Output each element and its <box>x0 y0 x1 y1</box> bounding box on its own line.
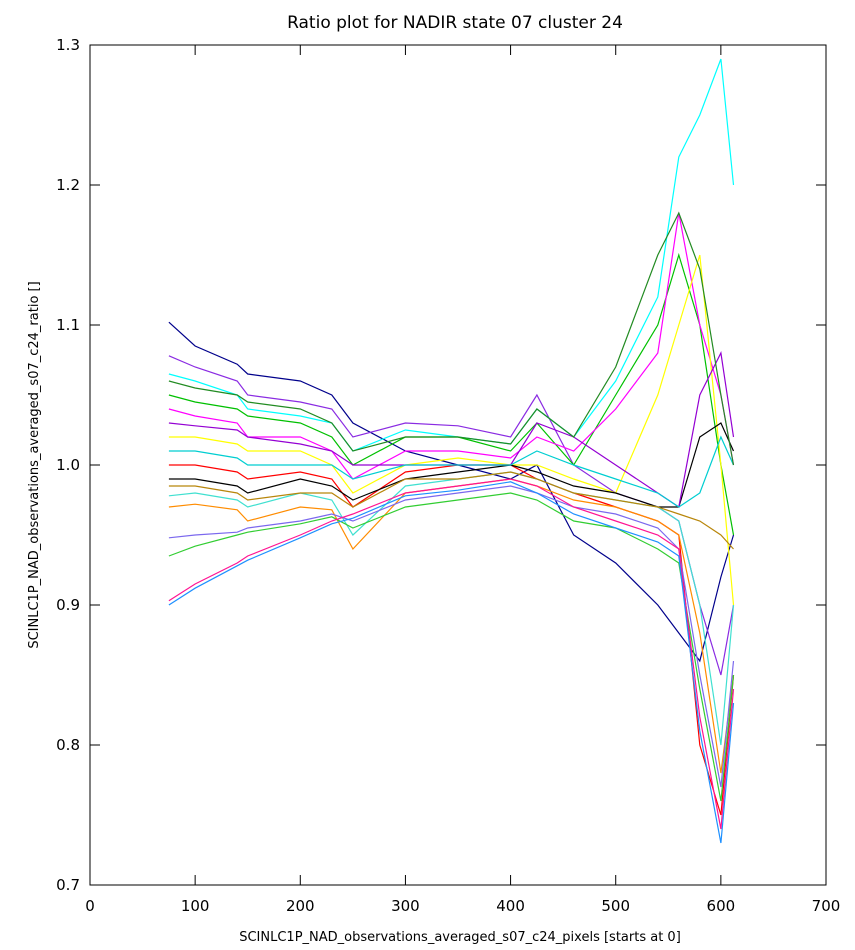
x-tick-label: 300 <box>391 897 420 915</box>
series-line-2 <box>168 355 735 676</box>
series-line-14 <box>168 481 735 844</box>
x-tick-label: 500 <box>601 897 630 915</box>
x-tick-label: 0 <box>85 897 95 915</box>
series-line-10 <box>168 478 735 774</box>
x-tick-label: 700 <box>812 897 841 915</box>
x-tick-label: 200 <box>286 897 315 915</box>
y-tick-label: 0.9 <box>56 596 80 614</box>
y-axis-label: SCINLC1P_NAD_observations_averaged_s07_c… <box>27 281 42 648</box>
series-line-13 <box>168 478 735 830</box>
y-axis: 0.7 0.8 0.9 1.0 1.1 1.2 1.3 <box>56 36 826 894</box>
series-line-5 <box>168 212 735 480</box>
series-line-6 <box>168 254 735 606</box>
series-line-15 <box>168 351 735 509</box>
y-tick-label: 1.2 <box>56 176 80 194</box>
x-axis: 0 100 200 300 400 500 600 700 <box>85 45 840 915</box>
y-tick-label: 0.8 <box>56 736 80 754</box>
series-line-16 <box>168 435 735 508</box>
series-line-1 <box>168 321 735 663</box>
series-line-4 <box>168 252 735 536</box>
x-tick-label: 400 <box>496 897 525 915</box>
series-line-17 <box>168 471 734 550</box>
series-line-8 <box>168 422 735 508</box>
x-tick-label: 600 <box>707 897 736 915</box>
chart-title: Ratio plot for NADIR state 07 cluster 24 <box>287 13 623 33</box>
y-tick-label: 1.1 <box>56 316 80 334</box>
series-line-11 <box>168 485 735 788</box>
series-line-3 <box>168 58 735 452</box>
y-tick-label: 1.3 <box>56 36 80 54</box>
series-line-18 <box>168 211 735 466</box>
y-tick-label: 0.7 <box>56 876 80 894</box>
x-tick-label: 100 <box>181 897 210 915</box>
y-tick-label: 1.0 <box>56 456 80 474</box>
series-layer <box>168 58 735 844</box>
x-axis-label: SCINLC1P_NAD_observations_averaged_s07_c… <box>239 930 681 945</box>
series-line-9 <box>168 471 735 746</box>
